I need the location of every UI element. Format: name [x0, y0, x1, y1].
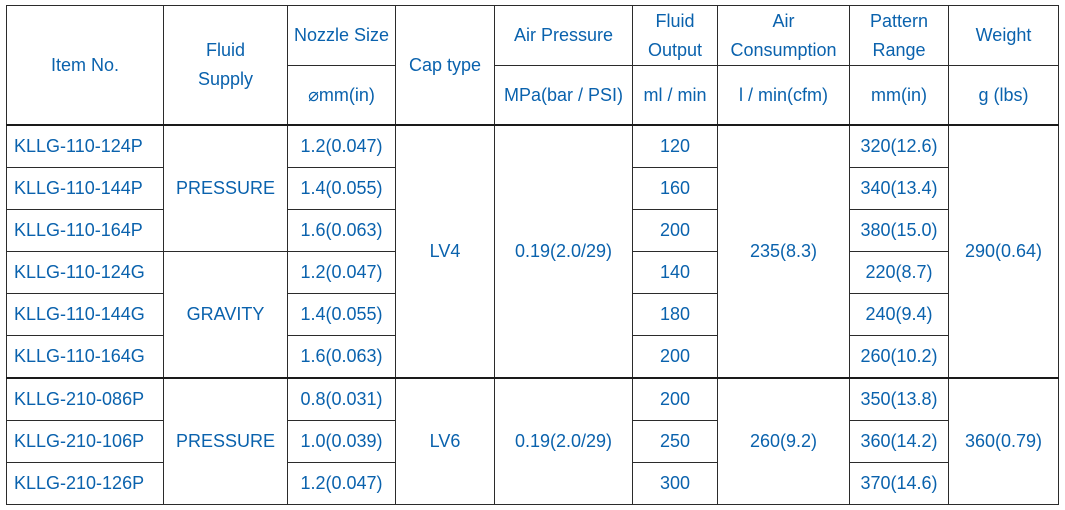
pattern-range-cell: 380(15.0)	[849, 209, 949, 252]
pattern-range-cell: 360(14.2)	[849, 420, 949, 463]
header-air-pressure: Air Pressure	[494, 5, 633, 66]
nozzle-size-cell: 1.6(0.063)	[287, 335, 396, 379]
fluid-output-cell: 120	[632, 124, 718, 168]
fluid-output-cell: 140	[632, 251, 718, 294]
item-no-cell: KLLG-110-144G	[6, 293, 164, 336]
fluid-output-cell: 200	[632, 335, 718, 379]
header-fluid-output-unit: ml / min	[632, 65, 718, 126]
fluid-output-cell: 180	[632, 293, 718, 336]
nozzle-size-cell: 1.2(0.047)	[287, 251, 396, 294]
air-consumption-cell: 260(9.2)	[717, 377, 850, 505]
spec-table: Item No. Fluid Supply Nozzle Size Cap ty…	[6, 5, 1059, 505]
air-consumption-cell: 235(8.3)	[717, 124, 850, 379]
table-row: KLLG-110-124G GRAVITY 1.2(0.047) 140 220(8.7…	[6, 251, 1059, 379]
weight-cell: 360(0.79)	[948, 377, 1059, 505]
pattern-range-cell: 220(8.7)	[849, 251, 949, 294]
pattern-range-cell: 340(13.4)	[849, 167, 949, 210]
fluid-supply-cell: GRAVITY	[163, 251, 288, 379]
nozzle-size-cell: 1.2(0.047)	[287, 462, 396, 505]
item-no-cell: KLLG-210-106P	[6, 420, 164, 463]
header-fluid-output-line1: Fluid	[655, 10, 695, 31]
air-pressure-cell: 0.19(2.0/29)	[494, 124, 633, 379]
item-no-cell: KLLG-210-126P	[6, 462, 164, 505]
pattern-range-cell: 260(10.2)	[849, 335, 949, 379]
fluid-output-cell: 160	[632, 167, 718, 210]
table-row: KLLG-210-086P PRESSURE 0.8(0.031) LV6 0.19(2…	[6, 377, 1059, 505]
header-nozzle-size: Nozzle Size	[287, 5, 396, 66]
header-item-no: Item No.	[6, 5, 164, 126]
table-body: KLLG-110-124P PRESSURE 1.2(0.047) LV4 0.19(2…	[6, 124, 1059, 505]
item-no-cell: KLLG-110-124G	[6, 251, 164, 294]
header-fluid-supply-line1: Fluid	[205, 40, 245, 60]
cap-type-cell: LV4	[395, 124, 495, 379]
header-air-consumption: Air Consumption	[717, 5, 850, 66]
header-air-consumption-line1: Air	[772, 10, 795, 31]
header-pattern-range-unit: mm(in)	[849, 65, 949, 126]
header-fluid-output-line2: Output	[647, 39, 703, 60]
nozzle-size-cell: 1.0(0.039)	[287, 420, 396, 463]
header-weight-unit: g (lbs)	[948, 65, 1059, 126]
table-row: KLLG-110-144P 1.4(0.055) 160 340(13.4)	[6, 167, 1059, 210]
fluid-supply-cell: PRESSURE	[163, 124, 288, 252]
item-no-cell: KLLG-110-164P	[6, 209, 164, 252]
table-row: KLLG-210-106P 1.0(0.039) 250 360(14.2)	[6, 420, 1059, 463]
nozzle-size-cell: 1.4(0.055)	[287, 167, 396, 210]
pattern-range-cell: 350(13.8)	[849, 377, 949, 421]
fluid-output-cell: 200	[632, 377, 718, 421]
header-fluid-output: Fluid Output	[632, 5, 718, 66]
fluid-supply-cell: PRESSURE	[163, 377, 288, 505]
table-row: KLLG-110-144G 1.4(0.055) 180 240(9.4)	[6, 293, 1059, 336]
header-air-pressure-unit: MPa(bar / PSI)	[494, 65, 633, 126]
item-no-cell: KLLG-210-086P	[6, 377, 164, 421]
fluid-output-cell: 250	[632, 420, 718, 463]
item-no-cell: KLLG-110-124P	[6, 124, 164, 168]
cap-type-cell: LV6	[395, 377, 495, 505]
header-row-top: Item No. Fluid Supply Nozzle Size Cap ty…	[6, 5, 1059, 126]
fluid-output-cell: 300	[632, 462, 718, 505]
header-pattern-range-line2: Range	[872, 39, 926, 60]
header-row-units: ⌀mm(in) MPa(bar / PSI) ml / min l / min(…	[7, 65, 1059, 126]
header-weight: Weight	[948, 5, 1059, 66]
nozzle-size-cell: 1.2(0.047)	[287, 124, 396, 168]
air-pressure-cell: 0.19(2.0/29)	[494, 377, 633, 505]
pattern-range-cell: 370(14.6)	[849, 462, 949, 505]
header-pattern-range-line1: Pattern	[869, 10, 929, 31]
table-row: KLLG-110-164P 1.6(0.063) 200 380(15.0)	[6, 209, 1059, 252]
item-no-cell: KLLG-110-164G	[6, 335, 164, 379]
table-row: KLLG-110-124P PRESSURE 1.2(0.047) LV4 0.19(2…	[6, 124, 1059, 379]
header-cap-type: Cap type	[395, 5, 495, 126]
weight-cell: 290(0.64)	[948, 124, 1059, 379]
header-fluid-supply-line2: Supply	[197, 69, 254, 89]
nozzle-size-cell: 1.4(0.055)	[287, 293, 396, 336]
table-header: Item No. Fluid Supply Nozzle Size Cap ty…	[6, 5, 1059, 126]
item-no-cell: KLLG-110-144P	[6, 167, 164, 210]
header-nozzle-unit: ⌀mm(in)	[287, 65, 396, 126]
header-air-consumption-unit: l / min(cfm)	[717, 65, 850, 126]
header-air-consumption-line2: Consumption	[730, 39, 837, 60]
fluid-output-cell: 200	[632, 209, 718, 252]
pattern-range-cell: 320(12.6)	[849, 124, 949, 168]
nozzle-size-cell: 0.8(0.031)	[287, 377, 396, 421]
table-row: KLLG-110-164G 1.6(0.063) 200 260(10.2)	[6, 335, 1059, 379]
table-row: KLLG-210-126P 1.2(0.047) 300 370(14.6)	[6, 462, 1059, 505]
header-pattern-range: Pattern Range	[849, 5, 949, 66]
nozzle-size-cell: 1.6(0.063)	[287, 209, 396, 252]
pattern-range-cell: 240(9.4)	[849, 293, 949, 336]
header-fluid-supply: Fluid Supply	[163, 5, 288, 126]
